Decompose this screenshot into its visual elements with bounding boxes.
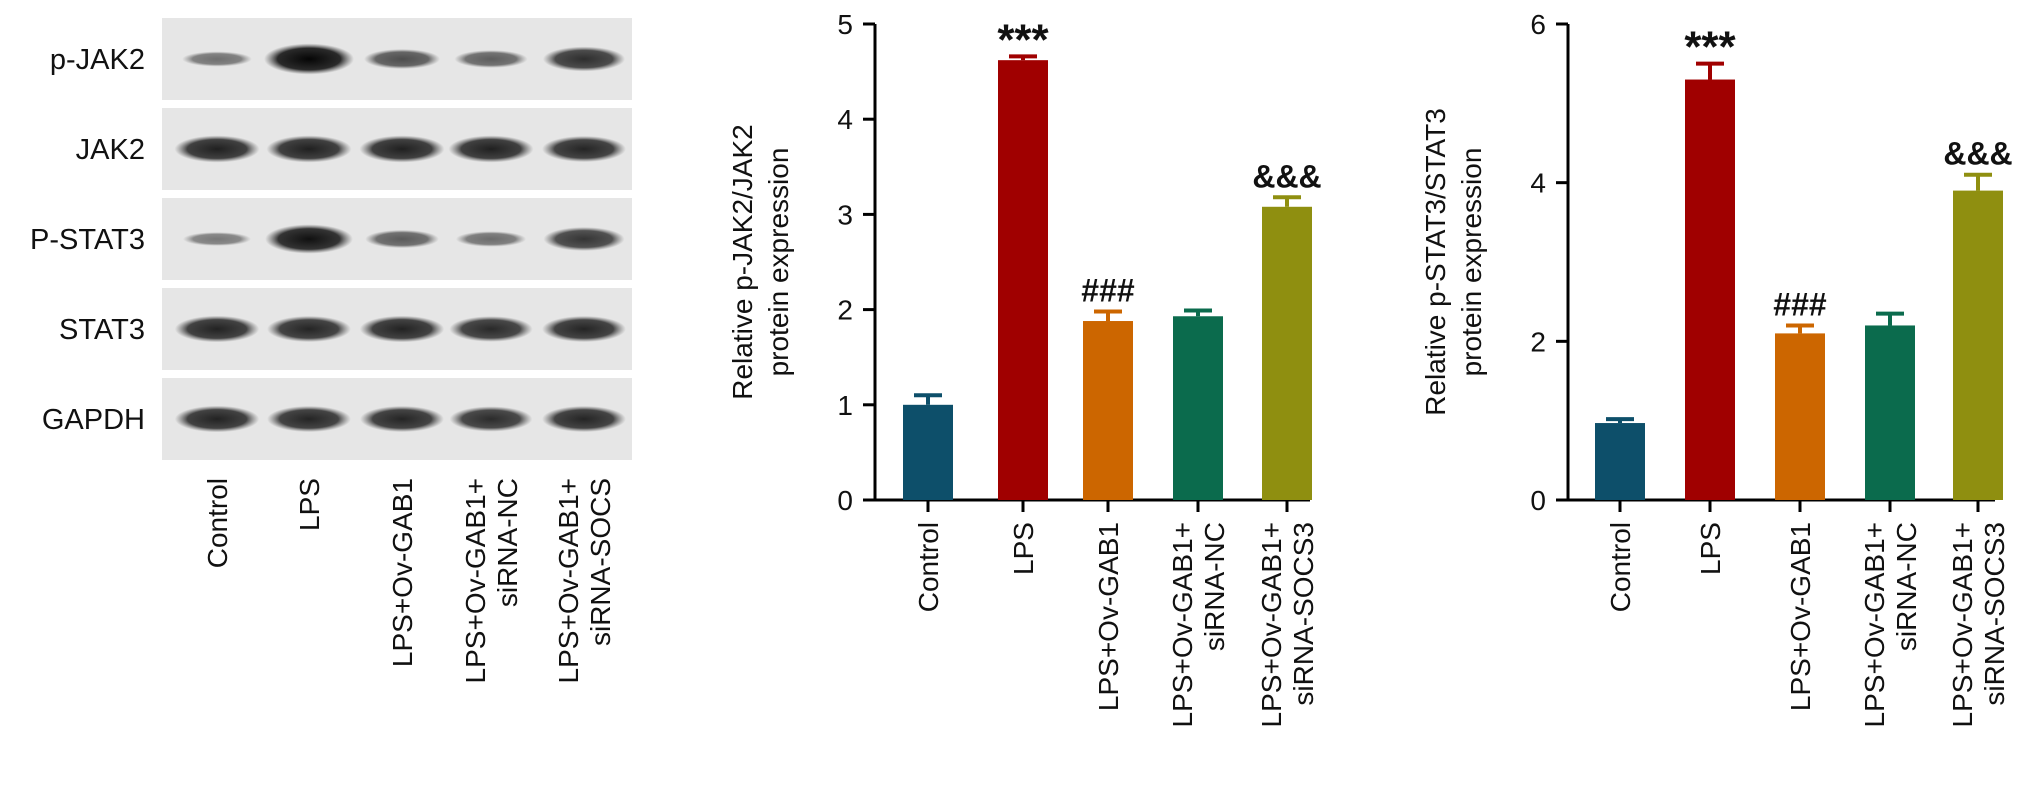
- blot-band: [360, 405, 444, 433]
- blot-band: [182, 51, 252, 67]
- bar: [1865, 325, 1915, 500]
- blot-band: [174, 315, 260, 343]
- x-tick-label: LPS+Ov-GAB1+: [1167, 522, 1198, 727]
- blot-lane-label: LPS+Ov-GAB1: [387, 478, 418, 667]
- significance-label: &&&: [1943, 136, 2012, 172]
- x-tick-label: LPS+Ov-GAB1+: [1947, 522, 1978, 727]
- x-tick-label: siRNA-SOCS3: [1979, 522, 2010, 706]
- bar: [1173, 316, 1223, 500]
- blot-band: [359, 315, 445, 343]
- blot-band: [449, 406, 533, 432]
- blot-band: [264, 43, 354, 75]
- bar: [998, 60, 1048, 501]
- blot-band: [542, 315, 626, 343]
- x-tick-label: siRNA-NC: [1199, 522, 1230, 651]
- y-axis-label: protein expression: [763, 148, 794, 377]
- y-tick-label: 3: [837, 199, 853, 230]
- blot-band: [448, 135, 534, 163]
- blot-band: [174, 135, 260, 163]
- blot-band: [267, 405, 351, 433]
- blot-row-label: JAK2: [76, 134, 145, 166]
- blot-band: [267, 315, 351, 343]
- x-tick-label: LPS+Ov-GAB1: [1093, 522, 1124, 711]
- blot-band: [542, 135, 626, 163]
- x-tick-label: siRNA-SOCS3: [1288, 522, 1319, 706]
- y-tick-label: 4: [1530, 168, 1546, 199]
- p-stat3-bar-chart: 0 2 4 6 Relative p-STAT3/STAT3 protein expres…: [1420, 9, 2013, 727]
- y-axis-label: protein expression: [1456, 148, 1487, 377]
- blot-lane-label: Control: [202, 478, 233, 568]
- y-tick-label: 0: [837, 485, 853, 516]
- y-tick-label: 5: [837, 9, 853, 40]
- bar: [903, 404, 953, 500]
- blot-band: [266, 135, 352, 163]
- x-tick-label: Control: [913, 522, 944, 612]
- x-tick-label: LPS+Ov-GAB1+: [1256, 522, 1287, 727]
- bar: [1262, 206, 1312, 500]
- blot-band: [174, 405, 260, 433]
- bar: [1685, 79, 1735, 501]
- significance-label: ***: [997, 15, 1049, 64]
- blot-row-label: GAPDH: [42, 404, 145, 436]
- blot-lane-label: LPS+Ov-GAB1+: [553, 478, 584, 683]
- western-blot-panel: p-JAK2 JAK2 P-STAT3 STAT3 GAPDH Control LPS LPS…: [30, 18, 632, 683]
- x-tick-label: LPS: [1008, 522, 1039, 575]
- blot-band: [449, 316, 533, 342]
- y-axis-label: Relative p-JAK2/JAK2: [727, 124, 758, 399]
- significance-label: ###: [1081, 273, 1135, 309]
- x-tick-label: LPS: [1695, 522, 1726, 575]
- x-tick-label: Control: [1605, 522, 1636, 612]
- blot-band: [182, 232, 252, 246]
- blot-lane-label: siRNA-SOCS: [585, 478, 616, 646]
- significance-label: ###: [1773, 286, 1827, 322]
- blot-row-label: STAT3: [59, 314, 145, 346]
- significance-label: &&&: [1252, 158, 1321, 194]
- y-tick-label: 4: [837, 104, 853, 135]
- significance-label: ***: [1684, 23, 1736, 72]
- blot-band: [364, 49, 440, 69]
- y-axis-label: Relative p-STAT3/STAT3: [1420, 108, 1451, 416]
- bar: [1083, 321, 1133, 500]
- bar: [1775, 333, 1825, 500]
- blot-band: [359, 135, 445, 163]
- blot-band: [542, 46, 626, 72]
- blot-lane-label: LPS+Ov-GAB1+: [460, 478, 491, 683]
- blot-band: [543, 227, 625, 251]
- bar: [1595, 423, 1645, 500]
- y-tick-label: 2: [837, 295, 853, 326]
- blot-band: [455, 231, 527, 247]
- blot-band: [542, 405, 626, 433]
- y-tick-label: 1: [837, 390, 853, 421]
- blot-lane-label: siRNA-NC: [492, 478, 523, 607]
- x-tick-label: LPS+Ov-GAB1: [1785, 522, 1816, 711]
- y-tick-label: 0: [1530, 485, 1546, 516]
- blot-band: [365, 229, 439, 249]
- bar: [1953, 190, 2003, 500]
- blot-lane-label: LPS: [294, 478, 325, 531]
- blot-row-label: p-JAK2: [50, 44, 145, 76]
- x-tick-label: LPS+Ov-GAB1+: [1859, 522, 1890, 727]
- y-tick-label: 6: [1530, 9, 1546, 40]
- blot-band: [454, 50, 528, 68]
- blot-row-label: P-STAT3: [30, 224, 145, 256]
- x-tick-label: siRNA-NC: [1891, 522, 1922, 651]
- p-jak2-bar-chart: 0 1 2 3 4 5 Relative p-JAK2/JAK2 protein expres…: [727, 9, 1322, 727]
- y-tick-label: 2: [1530, 326, 1546, 357]
- blot-band: [265, 224, 353, 254]
